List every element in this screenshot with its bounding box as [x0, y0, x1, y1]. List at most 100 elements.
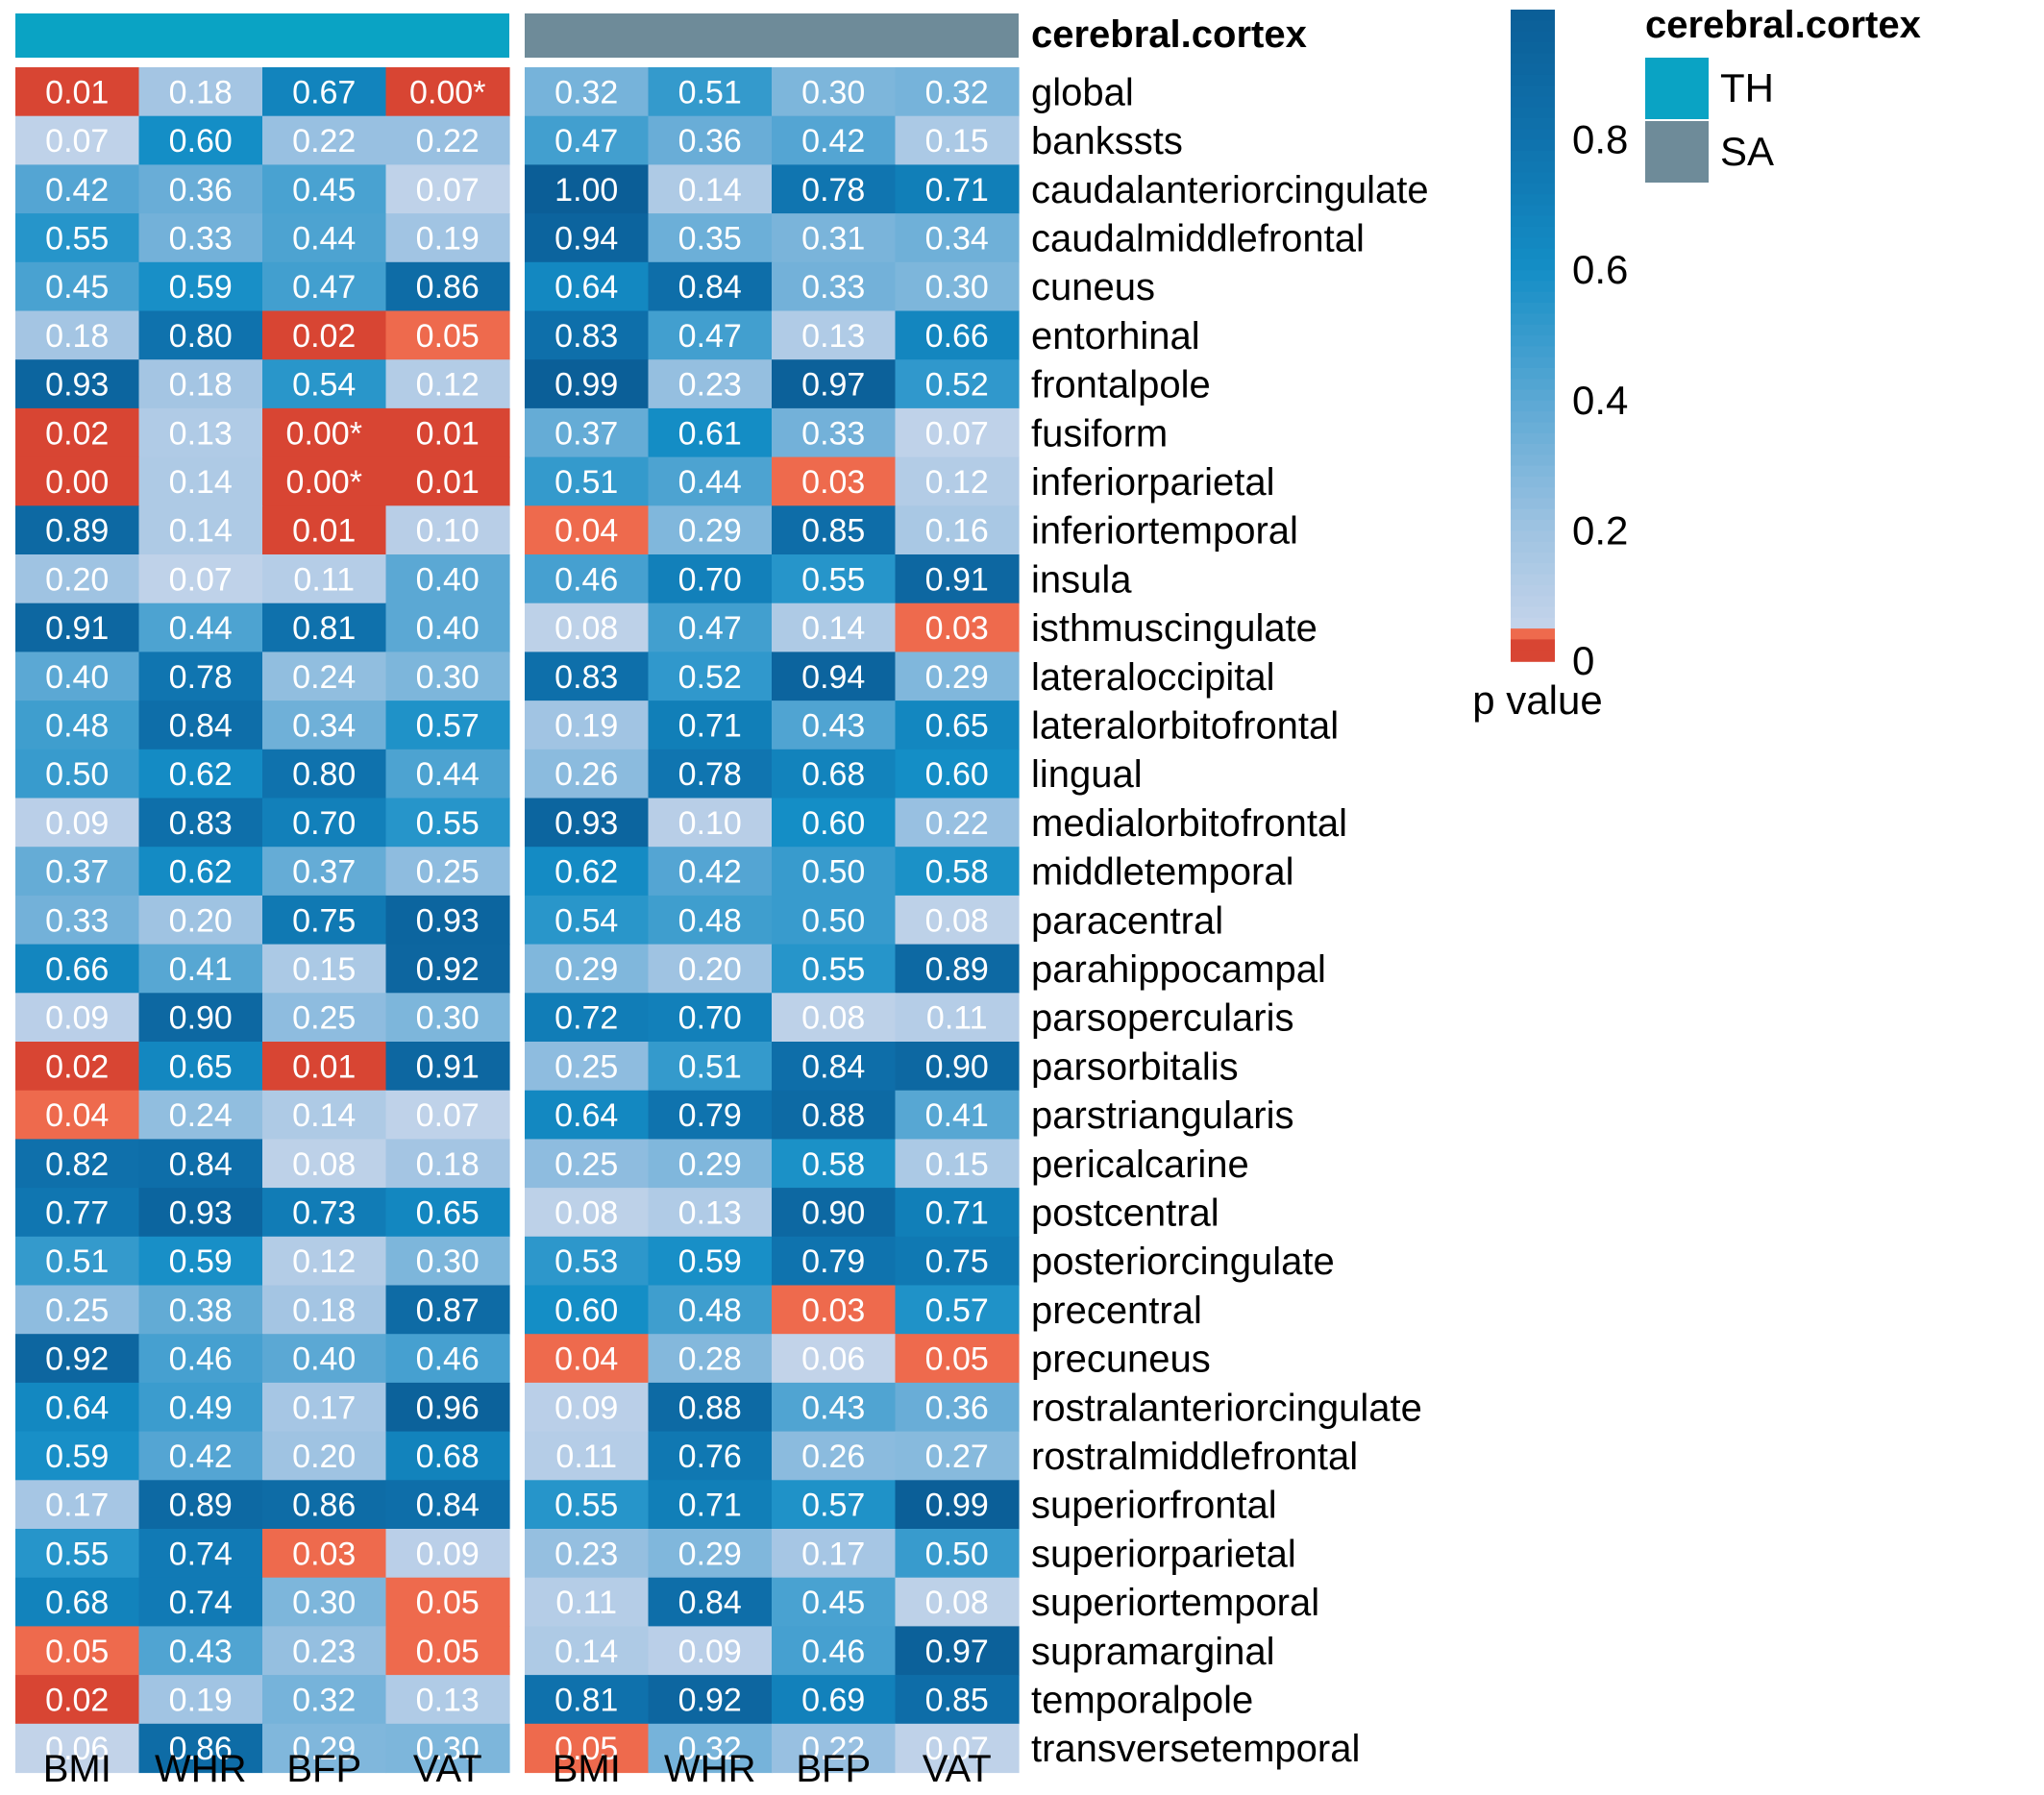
cell-value-label: 0.84	[169, 1146, 233, 1183]
cell-value-label: 0.78	[678, 756, 742, 793]
heatmap-cell	[138, 1236, 263, 1287]
cell-value-label: 0.47	[554, 123, 618, 160]
cell-value-label: 0.93	[45, 367, 109, 404]
colorbar-segment	[1511, 520, 1555, 532]
cell-value-label: 0.08	[801, 1000, 865, 1037]
heatmap-cell	[15, 602, 140, 652]
column-label: VAT	[923, 1748, 992, 1790]
heatmap-cell	[525, 1723, 650, 1774]
heatmap-cell	[385, 944, 510, 994]
cell-value-label: 0.05	[554, 1731, 618, 1767]
cell-value-label: 0.46	[169, 1341, 233, 1378]
heatmap-cell	[772, 798, 897, 848]
cell-value-label: 0.46	[554, 561, 618, 598]
row-label: superiorparietal	[1031, 1533, 1296, 1575]
cell-value-label: 0.25	[416, 854, 480, 891]
row-label: lateralorbitofrontal	[1031, 704, 1339, 747]
heatmap-cell	[262, 847, 387, 897]
heatmap-cell	[138, 554, 263, 604]
row-label: rostralmiddlefrontal	[1031, 1436, 1358, 1478]
colorbar-segment	[1511, 194, 1555, 207]
cell-value-label: 0.15	[925, 1146, 989, 1183]
heatmap-cell	[648, 1626, 773, 1676]
colorbar-segment	[1511, 227, 1555, 239]
cell-value-label: 0.23	[554, 1536, 618, 1572]
cell-value-label: 0.92	[678, 1682, 742, 1718]
cell-value-label: 0.40	[292, 1341, 356, 1378]
heatmap-cell	[385, 213, 510, 263]
heatmap-cell	[895, 652, 1020, 701]
cell-value-label: 0.22	[416, 123, 480, 160]
colorbar-segment	[1511, 205, 1555, 217]
heatmap-cell	[15, 1431, 140, 1481]
heatmap-cell	[648, 456, 773, 506]
heatmap-cell	[262, 67, 387, 117]
heatmap-cell	[895, 1723, 1020, 1774]
cell-value-label: 0.89	[925, 951, 989, 988]
row-label: fusiform	[1031, 412, 1168, 455]
cell-value-label: 0.03	[801, 1292, 865, 1329]
cell-value-label: 0.85	[925, 1682, 989, 1718]
heatmap-cell	[525, 993, 650, 1043]
cell-value-label: 0.40	[416, 561, 480, 598]
cell-value-label: 0.20	[169, 902, 233, 939]
cell-value-label: 0.57	[416, 707, 480, 744]
heatmap-cell	[262, 1042, 387, 1092]
cell-value-label: 0.33	[45, 902, 109, 939]
heatmap-cell	[385, 1577, 510, 1627]
heatmap-cell	[262, 701, 387, 750]
cell-value-label: 0.24	[169, 1097, 233, 1134]
cell-value-label: 0.68	[801, 756, 865, 793]
legend-label-th: TH	[1720, 65, 1774, 111]
cell-value-label: 0.00*	[286, 464, 362, 501]
cell-value-label: 0.42	[678, 854, 742, 891]
heatmap-cell	[525, 1675, 650, 1725]
cell-value-label: 0.52	[678, 659, 742, 696]
heatmap-cell	[525, 505, 650, 555]
cell-value-label: 0.34	[925, 220, 989, 257]
heatmap-cell	[525, 1626, 650, 1676]
heatmap-cell	[772, 1334, 897, 1384]
cell-value-label: 0.09	[45, 805, 109, 842]
cell-value-label: 0.30	[801, 74, 865, 111]
heatmap-cell	[895, 1188, 1020, 1238]
heatmap-cell	[262, 1675, 387, 1725]
heatmap-cell	[525, 359, 650, 409]
row-label: parahippocampal	[1031, 948, 1326, 991]
colorbar-segment	[1511, 281, 1555, 293]
heatmap-cell	[772, 847, 897, 897]
cell-value-label: 0.29	[678, 1536, 742, 1572]
colorbar-segment	[1511, 31, 1555, 43]
row-label: global	[1031, 71, 1134, 113]
cell-value-label: 0.01	[45, 74, 109, 111]
cell-value-label: 0.71	[925, 1194, 989, 1231]
heatmap-cell	[895, 67, 1020, 117]
cell-value-label: 0.43	[169, 1634, 233, 1670]
heatmap-cell	[138, 407, 263, 458]
colorbar-segment	[1511, 96, 1555, 109]
heatmap-cell	[138, 993, 263, 1043]
heatmap-cell	[772, 701, 897, 750]
heatmap-cell	[525, 456, 650, 506]
heatmap-cell	[262, 261, 387, 312]
cell-value-label: 0.92	[416, 951, 480, 988]
cell-value-label: 0.59	[169, 269, 233, 306]
cell-value-label: 0.00*	[286, 415, 362, 452]
cell-value-label: 0.24	[292, 659, 356, 696]
cell-value-label: 0.74	[169, 1536, 233, 1572]
heatmap-cell	[138, 261, 263, 312]
cell-value-label: 0.60	[925, 756, 989, 793]
heatmap-cell	[385, 993, 510, 1043]
cell-value-label: 0.84	[678, 269, 742, 306]
heatmap-cell	[648, 1577, 773, 1627]
cell-value-label: 0.68	[416, 1438, 480, 1475]
colorbar-segment	[1511, 172, 1555, 184]
colorbar-segment	[1511, 129, 1555, 141]
colorbar-tick-label: 0	[1572, 638, 1594, 683]
colorbar-segment	[1511, 10, 1555, 22]
cell-value-label: 0.33	[801, 269, 865, 306]
cell-value-label: 0.74	[169, 1585, 233, 1621]
column-label: WHR	[664, 1748, 756, 1790]
colorbar-tick-label: 0.8	[1572, 117, 1628, 162]
cell-value-label: 0.27	[925, 1438, 989, 1475]
